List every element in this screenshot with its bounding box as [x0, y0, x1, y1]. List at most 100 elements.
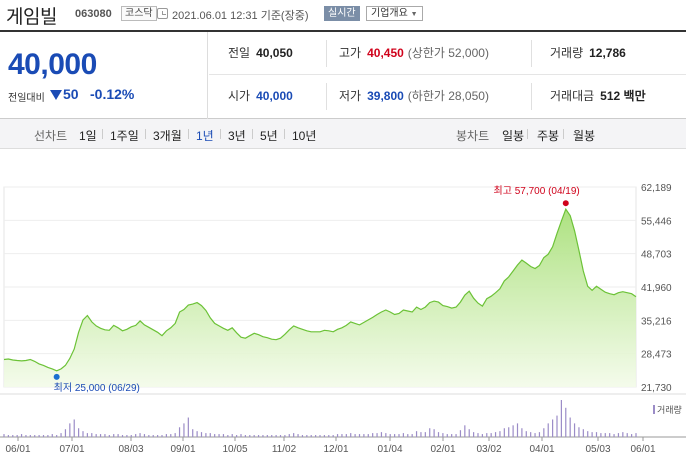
tab-candle[interactable]: 주봉	[537, 129, 560, 143]
volume-bar	[587, 431, 589, 437]
volume-bar	[617, 433, 620, 437]
x-tick-label: 09/01	[170, 444, 195, 455]
volume-bar	[411, 434, 413, 437]
tab-candle[interactable]: 일봉	[502, 129, 525, 143]
volume-bar	[402, 433, 404, 437]
price-area	[4, 209, 636, 387]
realtime-button[interactable]: 실시간	[324, 6, 360, 21]
clock-icon	[157, 8, 168, 19]
volume-bar	[473, 432, 475, 437]
company-info-dropdown[interactable]: 기업개요 ▼	[366, 6, 423, 21]
volume-bar	[227, 435, 229, 437]
volume-bar	[231, 434, 233, 437]
volume-bar	[126, 435, 128, 437]
tab-period[interactable]: 3년	[228, 129, 246, 143]
volume-bar	[516, 423, 519, 437]
volume-bar	[552, 419, 554, 437]
volume-bar	[192, 429, 194, 437]
volume-bar	[297, 434, 299, 437]
volume-bar	[214, 434, 216, 437]
x-axis-labels: 06/01 07/01 08/03 09/01 10/05 11/02 12/01 01/04…	[5, 437, 656, 455]
chart-period-tabs: 선차트 1일 1주일 3개월 1년 3년 5년 10년 봉차트 일봉 주봉 월봉	[0, 119, 686, 149]
volume-bar	[47, 435, 49, 437]
volume-bar	[372, 433, 374, 437]
volume-bar	[341, 434, 343, 437]
x-tick-label: 04/01	[529, 444, 554, 455]
volume-bar	[486, 433, 488, 437]
open-price: 시가 40,000	[228, 89, 293, 103]
volume-bar	[543, 428, 545, 437]
x-tick-label: 06/01	[5, 444, 30, 455]
stock-code: 063080	[75, 8, 112, 20]
volume-bar	[376, 433, 378, 437]
volume-bar	[200, 432, 203, 437]
volume-bar	[358, 434, 361, 437]
price-line	[3, 207, 637, 372]
volume-bar	[121, 435, 124, 437]
tab-period[interactable]: 1주일	[110, 129, 139, 143]
volume-bar	[34, 435, 36, 437]
volume-bar	[38, 435, 40, 437]
volume-bar	[407, 434, 409, 437]
volume-bar	[69, 423, 71, 437]
min-annotation: 최저 25,000 (06/29)	[54, 382, 140, 394]
volume-bar	[622, 432, 624, 437]
volume-bar	[56, 435, 58, 437]
volume-bar	[7, 435, 9, 437]
y-tick-label: 21,730	[641, 383, 672, 394]
volume-bar	[78, 428, 80, 437]
volume-bar	[345, 434, 347, 437]
y-tick-label: 48,703	[641, 250, 672, 261]
volume-bar	[244, 435, 246, 437]
timestamp: 2021.06.01 12:31 기준(장중)	[172, 10, 309, 22]
volume-bar	[73, 419, 75, 437]
min-point-marker	[53, 373, 60, 380]
volume-bar	[451, 434, 453, 437]
volume-bar	[218, 434, 220, 437]
tab-period-active[interactable]: 1년	[196, 129, 214, 143]
volume-bar	[437, 432, 440, 437]
volume-bar	[600, 433, 602, 437]
tab-period[interactable]: 1일	[79, 129, 97, 143]
volume-bar	[205, 433, 207, 437]
tab-period[interactable]: 10년	[292, 129, 317, 143]
volume-bar	[354, 434, 356, 437]
volume: 거래량 12,786	[550, 46, 626, 60]
x-tick-label: 01/04	[377, 444, 402, 455]
volume-bar	[521, 428, 523, 437]
volume-bar	[367, 434, 369, 437]
volume-bar	[310, 435, 312, 437]
tab-period[interactable]: 3개월	[153, 129, 182, 143]
volume-bar	[385, 433, 387, 437]
volume-bar	[130, 435, 132, 437]
low-price: 저가 39,800 (하한가 28,050)	[339, 89, 489, 103]
volume-bar	[3, 434, 5, 437]
x-tick-label: 03/02	[476, 444, 501, 455]
volume-bar	[560, 400, 562, 437]
x-tick-label: 10/05	[222, 444, 247, 455]
volume-bar	[257, 435, 260, 437]
volume-bar	[178, 427, 181, 437]
volume-bar	[170, 434, 172, 437]
volume-bar	[51, 434, 53, 437]
max-point-marker	[562, 200, 569, 207]
candle-chart-label: 봉차트	[456, 129, 490, 143]
volume-bar	[420, 432, 422, 437]
volume-bar	[429, 428, 431, 437]
volume-bar	[108, 435, 110, 437]
x-tick-label: 07/01	[59, 444, 84, 455]
tab-candle[interactable]: 월봉	[573, 129, 596, 143]
volume-bar	[481, 434, 483, 437]
volume-bar	[64, 429, 67, 437]
x-tick-label: 05/03	[585, 444, 610, 455]
volume-bar	[196, 431, 198, 437]
volume-bar	[547, 423, 549, 437]
volume-bar	[279, 435, 282, 437]
tab-period[interactable]: 5년	[260, 129, 278, 143]
market-badge: 코스닥	[121, 6, 157, 21]
volume-bar	[288, 434, 290, 437]
volume-bar	[336, 434, 339, 437]
volume-bar	[271, 435, 273, 437]
volume-bar	[363, 434, 365, 437]
volume-bar	[626, 433, 628, 437]
